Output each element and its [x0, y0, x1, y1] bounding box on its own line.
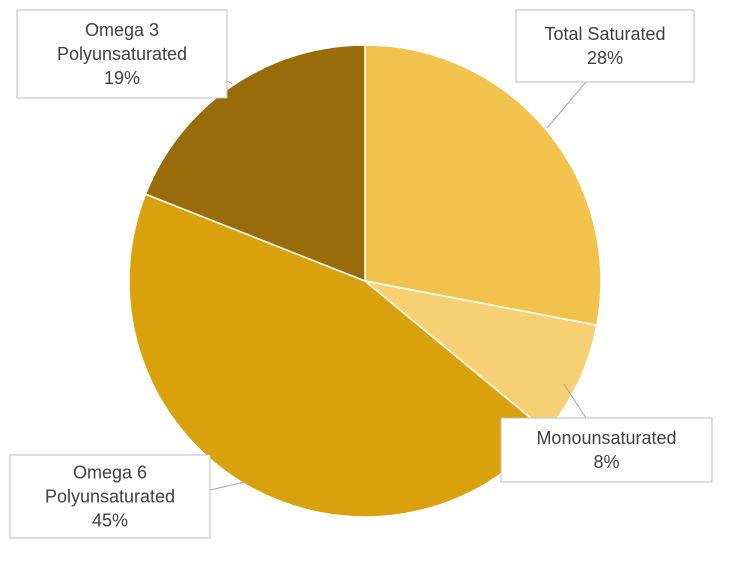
- slice-value-label: 8%: [593, 452, 619, 472]
- pie-slice-4: [144, 44, 366, 283]
- slice-category-label: Omega 3: [85, 20, 159, 40]
- slice-category-label: Polyunsaturated: [57, 44, 187, 64]
- pie-slice-3: [128, 193, 548, 518]
- data-callouts: Total Saturated 28% Monounsaturated 8% Omega…: [9, 9, 713, 539]
- slice-category-label: Omega 6: [73, 463, 147, 483]
- leader-line-1: [546, 81, 587, 129]
- callout-2: Monounsaturated 8%: [500, 417, 713, 483]
- callout-box: [500, 417, 713, 483]
- leader-line-2: [563, 383, 587, 419]
- callout-4: Omega 3 Polyunsaturated 19%: [16, 9, 228, 99]
- callout-3: Omega 6 Polyunsaturated 45%: [9, 454, 211, 539]
- pie-slices: [128, 44, 602, 518]
- callout-box: [9, 454, 211, 539]
- slice-category-label: Total Saturated: [544, 24, 665, 44]
- slice-value-label: 28%: [587, 48, 623, 68]
- callout-1: Total Saturated 28%: [515, 9, 695, 83]
- callout-box: [16, 9, 228, 99]
- slice-category-label: Polyunsaturated: [45, 487, 175, 507]
- slice-category-label: Monounsaturated: [536, 428, 676, 448]
- callout-box: [515, 9, 695, 83]
- slice-value-label: 45%: [92, 511, 128, 531]
- pie-slice-1: [364, 44, 602, 327]
- leader-line-3: [209, 481, 246, 491]
- slice-value-label: 19%: [104, 68, 140, 88]
